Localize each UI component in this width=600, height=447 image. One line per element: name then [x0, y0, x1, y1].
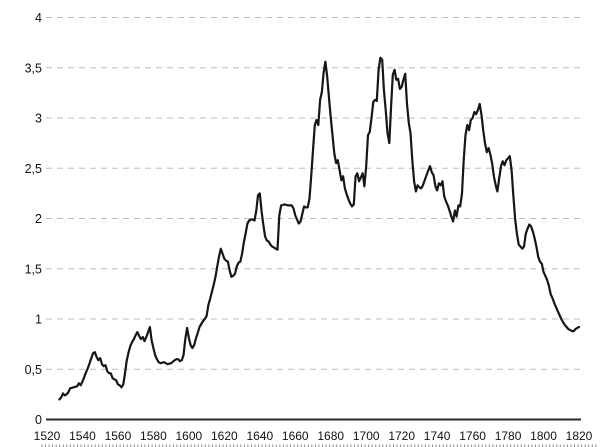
data-line [58, 56, 581, 401]
y-tick-label: 1 [35, 313, 42, 327]
x-tick-label: 1660 [282, 429, 309, 443]
x-tick-label: 1760 [459, 429, 486, 443]
x-tick-label: 1740 [424, 429, 451, 443]
x-tick-label: 1780 [495, 429, 522, 443]
x-tick-label: 1620 [211, 429, 238, 443]
x-tick-label: 1580 [140, 429, 167, 443]
y-tick-label: 0,5 [25, 363, 42, 377]
y-tick-label: 4 [35, 11, 42, 25]
y-tick-label: 3 [35, 112, 42, 126]
x-tick-label: 1820 [566, 429, 593, 443]
x-tick-label: 1560 [105, 429, 132, 443]
y-tick-label: 1,5 [25, 262, 42, 276]
x-tick-label: 1680 [317, 429, 344, 443]
x-tick-label: 1520 [34, 429, 61, 443]
x-tick-label: 1700 [353, 429, 380, 443]
y-tick-label: 0 [35, 413, 42, 427]
x-tick-label: 1720 [388, 429, 415, 443]
x-tick-label: 1640 [246, 429, 273, 443]
y-tick-label: 3,5 [25, 61, 42, 75]
x-tick-label: 1600 [176, 429, 203, 443]
y-tick-label: 2,5 [25, 162, 42, 176]
x-tick-label: 1800 [530, 429, 557, 443]
y-tick-label: 2 [35, 212, 42, 226]
x-tick-label: 1540 [69, 429, 96, 443]
